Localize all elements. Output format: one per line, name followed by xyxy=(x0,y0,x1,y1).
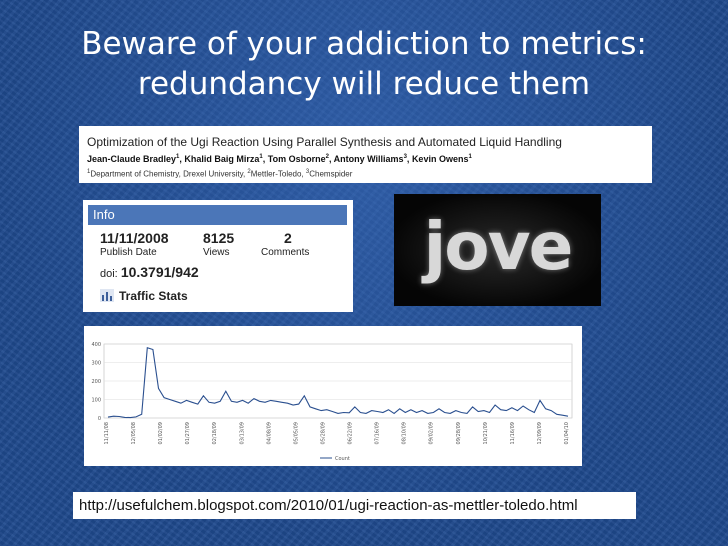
info-panel: Info 11/11/2008 8125 2 Publish Date View… xyxy=(83,200,353,312)
affiliation-text: Department of Chemistry, Drexel Universi… xyxy=(90,169,248,179)
affiliation-text: Mettler-Toledo, xyxy=(250,169,306,179)
y-tick-label: 0 xyxy=(98,416,101,422)
affiliation-sup: 3 xyxy=(305,169,310,175)
x-tick-label: 09/28/09 xyxy=(456,422,462,444)
author-name: Jean-Claude Bradley xyxy=(87,154,177,164)
x-tick-label: 06/22/09 xyxy=(348,422,354,444)
author-name: Tom Osborne xyxy=(267,154,326,164)
x-tick-label: 07/16/09 xyxy=(375,422,381,444)
slide-title-line2: redundancy will reduce them xyxy=(137,66,591,102)
author-sup: 3 xyxy=(403,154,407,160)
y-tick-label: 200 xyxy=(91,379,101,385)
x-tick-label: 08/10/09 xyxy=(402,422,408,444)
x-tick-label: 02/18/09 xyxy=(212,422,218,444)
jove-logo-text: jove xyxy=(423,208,574,285)
traffic-chart: 0 100 200 300 400 11/11/08 12/05/08 01/02/09 01/… xyxy=(84,326,582,466)
x-tick-label: 01/27/09 xyxy=(185,422,191,444)
bar-chart-icon xyxy=(100,289,114,302)
x-tick-label: 03/13/09 xyxy=(239,422,245,444)
x-tick-label: 10/21/09 xyxy=(483,422,489,444)
comments-label: Comments xyxy=(261,247,310,258)
paper-header-image: Optimization of the Ugi Reaction Using P… xyxy=(79,126,652,183)
x-tick-label: 09/02/09 xyxy=(429,422,435,444)
comments-count: 2 xyxy=(284,230,292,246)
source-url[interactable]: http://usefulchem.blogspot.com/2010/01/u… xyxy=(79,497,578,514)
y-tick-label: 400 xyxy=(91,342,101,348)
author-name: Kevin Owens xyxy=(411,154,469,164)
source-url-box: http://usefulchem.blogspot.com/2010/01/u… xyxy=(73,492,636,519)
views-label: Views xyxy=(203,247,230,258)
author-name: Khalid Baig Mirza xyxy=(184,154,260,164)
x-tick-label: 11/11/08 xyxy=(104,422,110,444)
views-count: 8125 xyxy=(203,230,235,246)
author-sup: 2 xyxy=(325,154,329,160)
legend-label: Count xyxy=(335,456,350,462)
x-tick-label: 12/09/09 xyxy=(537,422,543,444)
series-line-count xyxy=(107,346,569,419)
author-name: Antony Williams xyxy=(333,154,404,164)
doi-line: doi: 10.3791/942 xyxy=(100,264,199,280)
slide-title-line1: Beware of your addiction to metrics: xyxy=(81,26,647,62)
jove-logo: jove xyxy=(394,194,601,306)
affiliation-text: Chemspider xyxy=(309,169,353,179)
doi-label: doi: xyxy=(100,268,118,280)
paper-authors: Jean-Claude Bradley1, Khalid Baig Mirza1… xyxy=(87,154,472,164)
x-tick-label: 11/16/09 xyxy=(510,422,516,444)
y-tick-label: 300 xyxy=(91,361,101,367)
publish-date-label: Publish Date xyxy=(100,247,157,258)
x-tick-label: 04/08/09 xyxy=(266,422,272,444)
author-sup: 1 xyxy=(468,154,472,160)
doi-value: 10.3791/942 xyxy=(120,264,199,280)
traffic-chart-svg: 0 100 200 300 400 11/11/08 12/05/08 01/02/09 01/… xyxy=(91,342,573,462)
publish-date: 11/11/2008 xyxy=(100,230,169,246)
x-tick-label: 05/05/09 xyxy=(293,422,299,444)
x-tick-label: 01/04/10 xyxy=(564,422,570,444)
traffic-stats-link[interactable]: Traffic Stats xyxy=(100,289,188,303)
info-header: Info xyxy=(88,205,347,225)
slide-title: Beware of your addiction to metrics: red… xyxy=(0,24,728,104)
author-sup: 1 xyxy=(176,154,180,160)
x-tick-label: 12/05/08 xyxy=(131,422,137,444)
traffic-stats-label: Traffic Stats xyxy=(119,289,188,303)
x-tick-label: 05/28/09 xyxy=(320,422,326,444)
y-tick-label: 100 xyxy=(91,398,101,404)
author-sup: 1 xyxy=(259,154,263,160)
paper-affiliations: 1Department of Chemistry, Drexel Univers… xyxy=(87,169,352,179)
paper-title: Optimization of the Ugi Reaction Using P… xyxy=(87,135,562,149)
affiliation-sup: 2 xyxy=(247,169,251,175)
x-tick-label: 01/02/09 xyxy=(158,422,164,444)
affiliation-sup: 1 xyxy=(87,169,91,175)
